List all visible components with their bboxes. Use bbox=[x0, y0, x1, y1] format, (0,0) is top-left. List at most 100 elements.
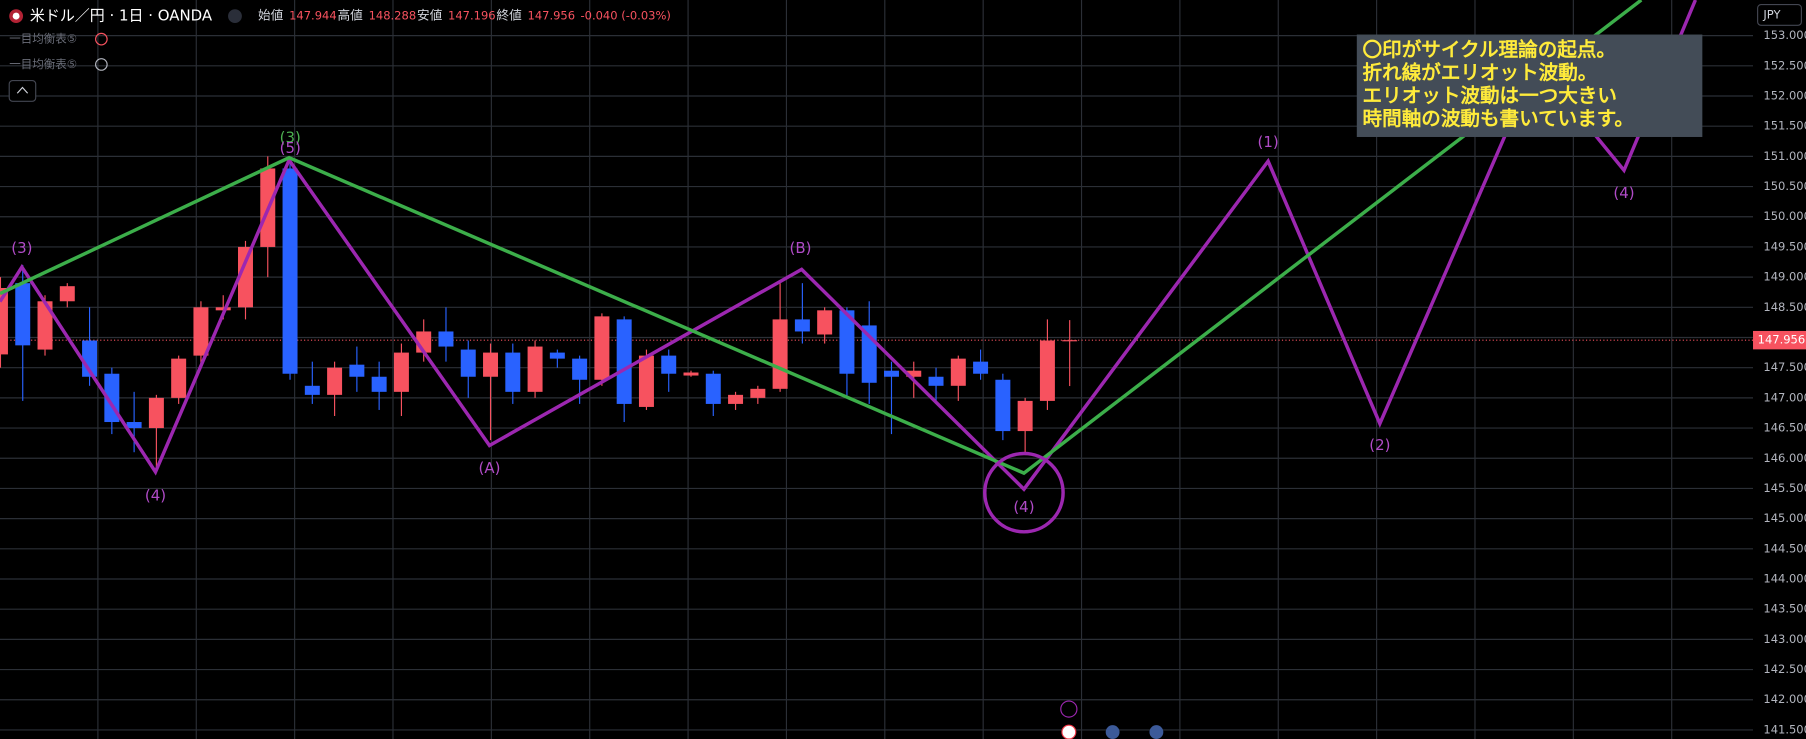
y-tick-label: 145.500 bbox=[1763, 481, 1806, 495]
last-price-box bbox=[1753, 330, 1806, 350]
candle-body bbox=[638, 355, 654, 407]
wave-label: (4) bbox=[1613, 184, 1634, 202]
note-box bbox=[1356, 34, 1703, 137]
wave-label: (2) bbox=[1369, 436, 1390, 454]
wave-label: (1) bbox=[1258, 133, 1279, 151]
indicator-name: 一目均衡表⑤ bbox=[9, 32, 77, 46]
y-tick-label: 149.000 bbox=[1763, 270, 1806, 284]
candle-body bbox=[527, 346, 543, 392]
candle-body bbox=[438, 331, 454, 347]
ohlc-value: 147.944 bbox=[289, 9, 337, 23]
candle-body bbox=[794, 319, 810, 332]
candle-body bbox=[705, 373, 721, 404]
note-line: エリオット波動は一つ大きい bbox=[1363, 84, 1617, 107]
candle-body bbox=[148, 397, 164, 429]
wave-label: (B) bbox=[790, 239, 812, 257]
visibility-icon bbox=[95, 32, 108, 46]
candle-body bbox=[37, 301, 53, 350]
y-tick-label: 151.000 bbox=[1763, 149, 1806, 163]
event-icon[interactable] bbox=[1060, 700, 1078, 718]
candle-body bbox=[772, 319, 788, 389]
minimize-button[interactable] bbox=[228, 9, 242, 24]
collapse-icon bbox=[16, 86, 29, 94]
symbol: 米ドル／円 · 1日 · OANDA bbox=[30, 7, 213, 25]
change: -0.040 (-0.03%) bbox=[581, 9, 671, 23]
candle-body bbox=[683, 372, 699, 376]
wave-label: (5) bbox=[280, 139, 301, 157]
large-wave-line bbox=[0, 0, 1643, 476]
indicator-name: 一目均衡表⑤ bbox=[9, 57, 77, 71]
candle-body bbox=[0, 287, 8, 355]
candle-body bbox=[59, 286, 75, 302]
wave-label: (4) bbox=[1013, 498, 1034, 516]
candle-body bbox=[238, 246, 253, 308]
y-tick-label: 150.500 bbox=[1763, 179, 1806, 193]
candle-body bbox=[594, 316, 610, 380]
candle-body bbox=[282, 168, 298, 374]
wave-label: (A) bbox=[479, 459, 501, 477]
wave-label: (3) bbox=[280, 129, 301, 147]
y-tick-label: 147.500 bbox=[1763, 360, 1806, 374]
candle-body bbox=[215, 307, 231, 311]
y-tick-label: 147.000 bbox=[1763, 390, 1806, 404]
candle-body bbox=[327, 367, 343, 395]
event-icon[interactable] bbox=[1149, 725, 1164, 739]
ohlc-header: 始値 147.944 高値 148.288 安値 147.196 終値 147.956 -0.0… bbox=[258, 8, 671, 23]
candle-body bbox=[728, 394, 744, 404]
candle-body bbox=[1017, 400, 1033, 432]
currency-button[interactable] bbox=[1757, 4, 1802, 26]
ohlc-value: 147.196 bbox=[448, 9, 496, 23]
candle-body bbox=[883, 370, 899, 377]
candle-body bbox=[750, 388, 766, 398]
y-tick-label: 142.500 bbox=[1763, 662, 1806, 676]
ohlc-label: 安値 bbox=[417, 8, 443, 23]
candle-body bbox=[817, 310, 833, 335]
candle-body bbox=[15, 283, 31, 346]
candle-body bbox=[906, 370, 922, 377]
event-icon[interactable] bbox=[1061, 724, 1077, 739]
y-tick-label: 146.000 bbox=[1763, 451, 1806, 465]
candle-body bbox=[1039, 340, 1055, 401]
candle-body bbox=[349, 364, 365, 377]
candle-body bbox=[572, 358, 588, 380]
note-line: 時間軸の波動も書いています。 bbox=[1363, 107, 1634, 130]
collapse-button[interactable] bbox=[8, 80, 37, 102]
y-tick-label: 144.000 bbox=[1763, 572, 1806, 586]
y-tick-label: 152.500 bbox=[1763, 58, 1806, 72]
cycle-start-circle bbox=[983, 451, 1065, 534]
event-icon[interactable] bbox=[1105, 725, 1120, 739]
candle-body bbox=[928, 376, 944, 386]
candle-body bbox=[126, 422, 142, 429]
ohlc-value: 147.956 bbox=[528, 9, 576, 23]
y-tick-label: 150.000 bbox=[1763, 209, 1806, 223]
y-tick-label: 149.500 bbox=[1763, 239, 1806, 253]
candle-body bbox=[616, 319, 632, 404]
currency[interactable]: JPY bbox=[1762, 7, 1781, 21]
y-tick-label: 151.500 bbox=[1763, 119, 1806, 133]
note: 〇印がサイクル理論の起点。折れ線がエリオット波動。エリオット波動は一つ大きい時間… bbox=[1363, 38, 1634, 130]
candle-body bbox=[973, 361, 989, 374]
ohlc-label: 始値 bbox=[258, 8, 284, 23]
y-tick-label: 145.000 bbox=[1763, 511, 1806, 525]
y-tick-label: 143.500 bbox=[1763, 602, 1806, 616]
last-price-label: 147.956 bbox=[1758, 333, 1806, 347]
y-tick-label: 141.500 bbox=[1763, 722, 1806, 736]
y-tick-label: 153.000 bbox=[1763, 28, 1806, 42]
candle-body bbox=[171, 358, 187, 398]
wave-label: (4) bbox=[145, 487, 166, 505]
candle-body bbox=[505, 352, 521, 392]
ohlc-label: 終値 bbox=[496, 8, 522, 23]
wave-label: (3) bbox=[11, 239, 32, 257]
candle-body bbox=[661, 355, 677, 374]
symbol-flag-inner bbox=[12, 12, 20, 20]
candle-body bbox=[483, 352, 499, 377]
candle-body bbox=[950, 358, 966, 386]
candle-body bbox=[995, 379, 1011, 432]
visibility-icon bbox=[95, 58, 108, 71]
candles bbox=[0, 156, 1078, 471]
candle-body bbox=[839, 310, 855, 374]
candle-body bbox=[371, 376, 387, 392]
candle-body bbox=[304, 385, 320, 395]
